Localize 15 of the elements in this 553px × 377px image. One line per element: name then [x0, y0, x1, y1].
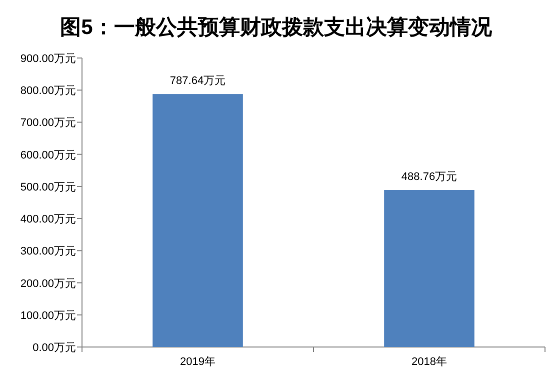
y-tick-label: 400.00万元 [20, 214, 76, 226]
y-tick-label: 500.00万元 [20, 181, 76, 194]
data-label: 787.64万元 [170, 75, 226, 88]
y-tick-label: 900.00万元 [20, 53, 76, 65]
y-tick-label: 300.00万元 [20, 246, 76, 258]
x-tick-label: 2018年 [412, 356, 447, 368]
y-tick-label: 800.00万元 [20, 85, 76, 98]
y-tick-label: 600.00万元 [20, 149, 76, 162]
y-tick-label: 700.00万元 [20, 117, 76, 130]
x-tick-label: 2019年 [180, 356, 216, 368]
data-label: 488.76万元 [401, 171, 458, 184]
chart-title: 图5：一般公共预算财政拨款支出决算变动情况 [60, 15, 493, 39]
y-tick-label: 200.00万元 [20, 278, 76, 290]
y-tick-label: 0.00万元 [32, 342, 76, 354]
y-tick-label: 100.00万元 [20, 310, 76, 322]
